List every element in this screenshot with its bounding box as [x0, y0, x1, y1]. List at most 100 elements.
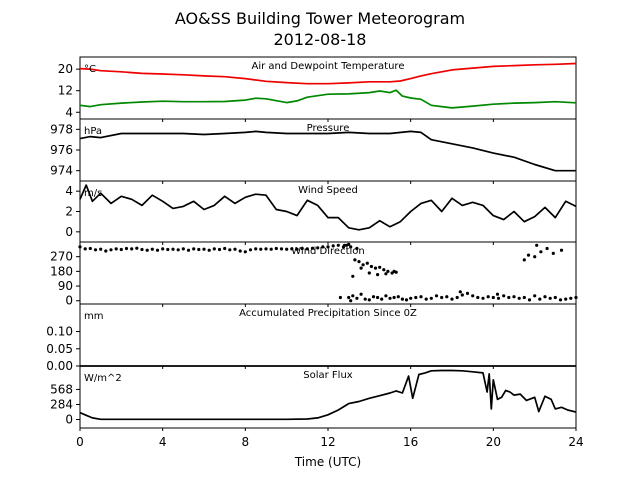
- data-point: [486, 295, 490, 299]
- chart-title: AO&SS Building Tower Meteorogram: [175, 9, 465, 28]
- data-point: [104, 249, 108, 253]
- data-point: [223, 246, 227, 251]
- y-tick-label: 568: [50, 382, 73, 396]
- data-point: [351, 274, 355, 278]
- data-point: [119, 247, 123, 252]
- y-tick-label: 0.00: [46, 359, 73, 373]
- data-point: [496, 296, 501, 300]
- data-point: [279, 247, 284, 251]
- y-tick-label: 180: [50, 264, 73, 278]
- data-point: [455, 295, 459, 300]
- x-tick-label: 4: [159, 435, 167, 449]
- data-point: [522, 295, 526, 300]
- data-point: [78, 245, 82, 249]
- data-point: [404, 298, 409, 302]
- data-point: [414, 295, 418, 300]
- data-point: [321, 245, 325, 249]
- y-tick-label: 2: [65, 205, 73, 219]
- data-point: [155, 248, 160, 252]
- panel-unit: m/s: [84, 188, 102, 199]
- data-point: [83, 247, 87, 251]
- data-point: [533, 255, 537, 259]
- data-point: [192, 247, 196, 251]
- data-point: [440, 295, 444, 300]
- data-point: [264, 247, 268, 251]
- data-point: [353, 258, 357, 262]
- data-point: [349, 299, 353, 303]
- data-point: [424, 297, 428, 301]
- data-point: [150, 247, 154, 251]
- x-axis: 0 4 8 12 16 20 24: [76, 435, 583, 449]
- data-point: [378, 265, 382, 269]
- y-tick-label: 20: [58, 62, 73, 76]
- data-point: [130, 247, 134, 251]
- data-point: [145, 248, 149, 252]
- data-point: [380, 297, 384, 301]
- data-point: [181, 247, 185, 251]
- data-point: [274, 246, 278, 251]
- data-point: [217, 247, 222, 252]
- data-point: [331, 244, 335, 248]
- data-point: [450, 297, 454, 301]
- data-point: [347, 242, 351, 246]
- data-point: [367, 271, 371, 275]
- data-point: [392, 269, 396, 273]
- data-point: [465, 291, 470, 295]
- y-tick-label: 0: [65, 294, 73, 308]
- panel-title: Solar Flux: [303, 370, 353, 381]
- series-line-0: [79, 62, 577, 85]
- series-line-0: [79, 184, 577, 231]
- data-point: [569, 296, 573, 300]
- data-point: [295, 247, 299, 251]
- data-point: [491, 295, 495, 300]
- data-point: [396, 295, 400, 299]
- x-tick-label: 20: [486, 435, 501, 449]
- data-point: [171, 247, 175, 251]
- data-point: [202, 247, 206, 251]
- data-point: [551, 251, 555, 255]
- data-point: [512, 295, 516, 299]
- panel-1: 974 976 978 Pressure hPa: [50, 118, 577, 184]
- data-point: [93, 248, 98, 252]
- data-point: [88, 246, 92, 251]
- y-tick-label: 974: [50, 164, 73, 178]
- panel-unit: °C: [84, 64, 96, 75]
- y-tick-label: 0.10: [46, 325, 73, 339]
- data-point: [124, 246, 129, 251]
- y-tick-label: 4: [65, 184, 73, 198]
- x-tick-label: 0: [76, 435, 84, 449]
- data-point: [564, 297, 568, 301]
- data-point: [382, 268, 386, 272]
- data-point: [361, 263, 365, 267]
- data-point: [522, 258, 526, 262]
- data-point: [336, 243, 340, 247]
- data-point: [351, 294, 355, 298]
- y-tick-label: 0: [65, 225, 73, 239]
- data-point: [99, 247, 103, 251]
- panel-unit: hPa: [84, 126, 102, 137]
- data-point: [538, 297, 542, 301]
- data-point: [384, 272, 388, 276]
- panel-title: Wind Direction: [291, 246, 365, 257]
- data-point: [502, 294, 506, 298]
- data-point: [347, 295, 351, 300]
- x-tick-label: 16: [403, 435, 418, 449]
- x-tick-label: 12: [320, 435, 335, 449]
- data-point: [574, 295, 578, 300]
- data-point: [409, 296, 413, 300]
- data-point: [357, 260, 361, 264]
- data-point: [135, 246, 139, 250]
- data-point: [186, 248, 191, 252]
- panel-title: Accumulated Precipitation Since 0Z: [239, 308, 417, 319]
- data-point: [507, 295, 511, 300]
- data-point: [526, 253, 531, 257]
- y-tick-label: 978: [50, 122, 73, 136]
- data-point: [290, 247, 294, 251]
- data-point: [176, 248, 180, 252]
- data-point: [481, 296, 485, 300]
- data-point: [248, 248, 253, 252]
- y-tick-label: 0: [65, 413, 73, 427]
- data-point: [109, 248, 113, 252]
